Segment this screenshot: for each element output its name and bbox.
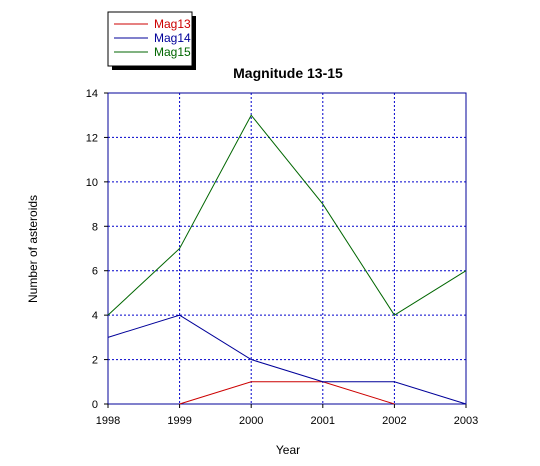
y-tick-label: 2 <box>92 355 98 367</box>
grid <box>108 93 466 404</box>
y-axis-label: Number of asteroids <box>26 195 40 303</box>
x-tick-label: 2000 <box>239 415 263 427</box>
legend-label-mag14: Mag14 <box>154 31 191 45</box>
series-line-mag13 <box>179 381 395 405</box>
x-tick-label: 2001 <box>311 415 335 427</box>
x-axis-ticks: 1998 1999 2000 2001 2002 2003 <box>96 404 478 427</box>
legend-box <box>107 11 193 67</box>
x-axis-label: Year <box>276 443 300 457</box>
legend-label-mag15: Mag15 <box>154 45 191 59</box>
y-tick-label: 0 <box>92 399 98 411</box>
x-tick-label: 1999 <box>167 415 191 427</box>
chart-title: Magnitude 13-15 <box>233 65 343 81</box>
series-line-mag15 <box>107 114 467 316</box>
series-lines <box>107 114 467 405</box>
y-tick-label: 4 <box>92 310 98 322</box>
series-line-mag14 <box>107 314 467 405</box>
y-tick-label: 8 <box>92 221 98 233</box>
y-tick-label: 6 <box>92 266 98 278</box>
y-tick-label: 14 <box>86 88 98 100</box>
x-tick-label: 2002 <box>382 415 406 427</box>
x-tick-label: 2003 <box>454 415 478 427</box>
legend-label-mag13: Mag13 <box>154 17 191 31</box>
plot-frame <box>107 92 467 405</box>
y-tick-label: 12 <box>86 132 98 144</box>
y-axis-ticks: 0 2 4 6 8 10 12 14 <box>86 88 108 411</box>
y-tick-label: 10 <box>86 177 98 189</box>
x-tick-label: 1998 <box>96 415 120 427</box>
